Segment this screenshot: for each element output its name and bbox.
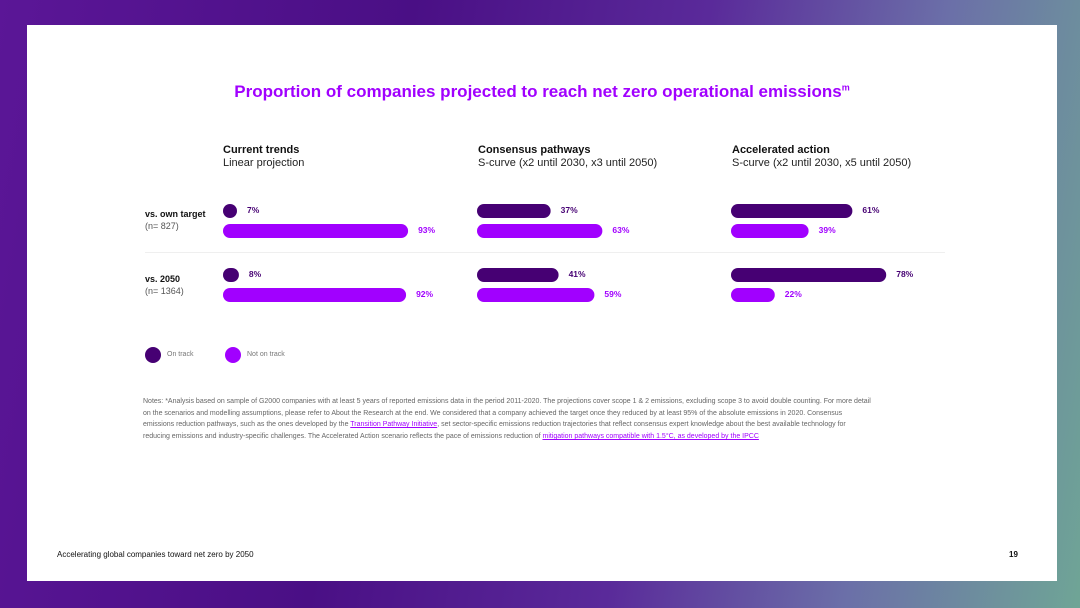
chart-title-text: Proportion of companies projected to rea… — [234, 82, 842, 101]
panel-subtitle: Linear projection — [223, 157, 305, 169]
row-label-2050: vs. 2050 (n= 1364) — [145, 273, 184, 297]
panel-subtitle: S-curve (x2 until 2030, x3 until 2050) — [478, 157, 658, 169]
row-sample-size: (n= 1364) — [145, 286, 184, 296]
bar-value-label-on-track: 61% — [862, 205, 879, 215]
bar-value-label-not-on-track: 93% — [418, 225, 435, 235]
bar-value-label-on-track: 8% — [249, 269, 262, 279]
legend-swatch-not-on-track — [225, 347, 241, 363]
bar-not-on-track-p2-r1 — [731, 288, 775, 302]
bar-on-track-p1-r1 — [477, 268, 559, 282]
title-superscript: m — [841, 82, 850, 93]
bar-on-track-p2-r1 — [731, 268, 887, 282]
bar-on-track-p2-r0 — [731, 204, 853, 218]
row-divider — [145, 252, 945, 253]
bar-value-label-on-track: 78% — [896, 269, 913, 279]
bar-not-on-track-p2-r0 — [731, 224, 809, 238]
footnotes: Notes: *Analysis based on sample of G200… — [143, 396, 873, 443]
legend-label: Not on track — [247, 351, 285, 358]
panel-header-current-trends: Current trends Linear projection — [223, 144, 304, 170]
panel-title: Accelerated action — [732, 144, 830, 156]
notes-text-2: , set sector-specific emissions reductio… — [143, 421, 846, 441]
notes-prefix: Notes: — [143, 398, 166, 405]
bar-value-label-not-on-track: 22% — [785, 289, 802, 299]
panel-header-accelerated-action: Accelerated action S-curve (x2 until 203… — [732, 144, 911, 170]
bar-value-label-on-track: 41% — [569, 269, 586, 279]
bar-not-on-track-p0-r0 — [223, 224, 409, 238]
bar-value-label-not-on-track: 39% — [819, 225, 836, 235]
footer-report-title: Accelerating global companies toward net… — [57, 550, 254, 559]
bar-value-label-on-track: 37% — [561, 205, 578, 215]
bar-on-track-p0-r0 — [223, 204, 237, 218]
bar-value-label-not-on-track: 59% — [604, 289, 621, 299]
chart-title: Proportion of companies projected to rea… — [27, 82, 1057, 102]
bar-chart: 7% 93% 8% 92% 37% 63% 41% 59% 61% 39% 78% 22% — [223, 204, 914, 302]
row-sample-size: (n= 827) — [145, 221, 179, 231]
panel-subtitle: S-curve (x2 until 2030, x5 until 2050) — [732, 157, 912, 169]
page-number: 19 — [1009, 550, 1018, 559]
bar-not-on-track-p1-r0 — [477, 224, 603, 238]
row-label-text: vs. 2050 — [145, 274, 181, 284]
legend-swatch-on-track — [145, 347, 161, 363]
bar-on-track-p0-r1 — [223, 268, 239, 282]
notes-text-1: *Analysis based on sample of G2000 compa… — [143, 398, 871, 429]
bar-value-label-not-on-track: 63% — [612, 225, 629, 235]
row-label-text: vs. own target — [145, 209, 206, 219]
bar-value-label-on-track: 7% — [247, 205, 260, 215]
bar-value-label-not-on-track: 92% — [416, 289, 433, 299]
panel-title: Current trends — [223, 144, 300, 156]
panel-header-consensus-pathways: Consensus pathways S-curve (x2 until 203… — [478, 144, 657, 170]
legend-label: On track — [167, 351, 194, 358]
slide: Proportion of companies projected to rea… — [27, 25, 1057, 581]
bar-not-on-track-p1-r1 — [477, 288, 595, 302]
bar-on-track-p1-r0 — [477, 204, 551, 218]
bar-not-on-track-p0-r1 — [223, 288, 407, 302]
panel-title: Consensus pathways — [478, 144, 591, 156]
transition-pathway-link[interactable]: Transition Pathway Initiative — [350, 421, 438, 429]
row-label-own-target: vs. own target (n= 827) — [145, 208, 206, 232]
ipcc-pathways-link[interactable]: mitigation pathways compatible with 1.5°… — [542, 433, 759, 441]
